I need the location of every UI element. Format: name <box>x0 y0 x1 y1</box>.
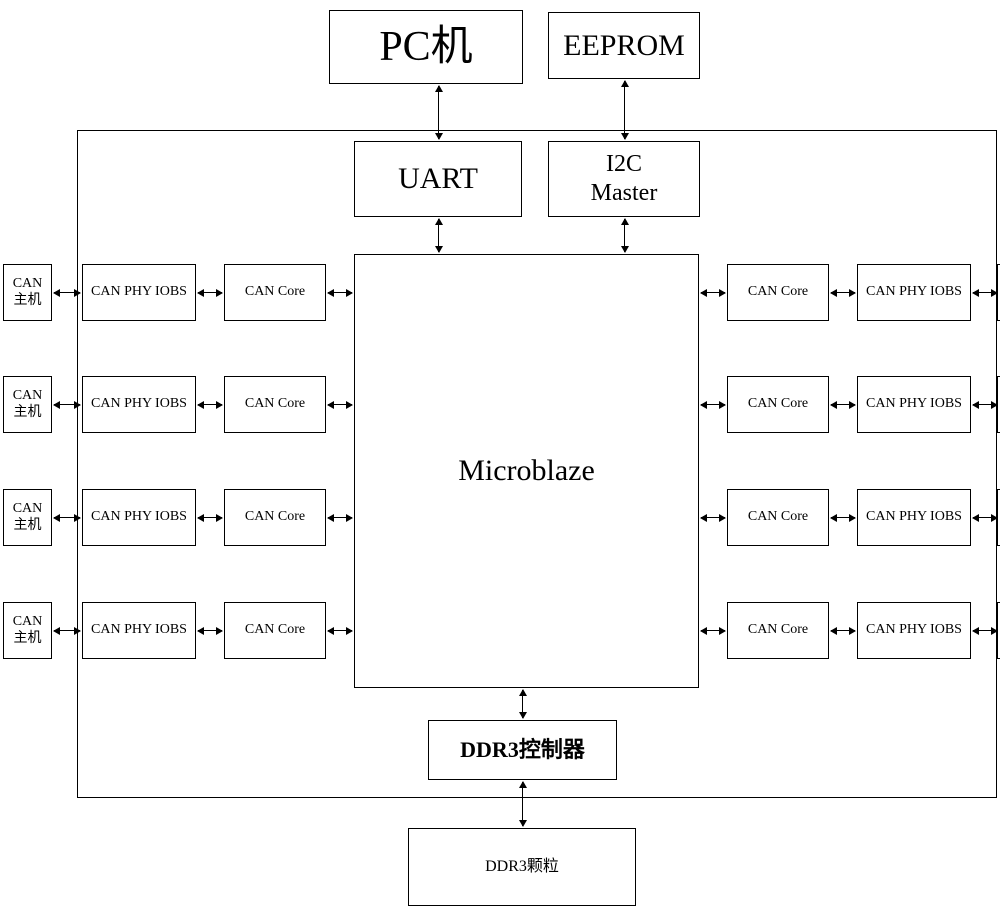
can-core-right-label: CAN Core <box>748 509 808 526</box>
ddr3-chip-label: DDR3颗粒 <box>485 857 559 876</box>
can-core-left-1: CAN Core <box>224 264 326 321</box>
arrow-l1-c <box>328 292 352 293</box>
can-phy-left-label: CAN PHY IOBS <box>91 509 187 526</box>
microblaze-label: Microblaze <box>458 453 595 489</box>
arrow-l2-b <box>198 404 222 405</box>
arrow-l3-a <box>54 517 80 518</box>
can-core-right-2: CAN Core <box>727 376 829 433</box>
can-phy-right-3: CAN PHY IOBS <box>857 489 971 546</box>
can-phy-right-1: CAN PHY IOBS <box>857 264 971 321</box>
ddr3-controller-label: DDR3控制器 <box>460 737 585 763</box>
can-phy-left-3: CAN PHY IOBS <box>82 489 196 546</box>
can-phy-left-2: CAN PHY IOBS <box>82 376 196 433</box>
uart-box: UART <box>354 141 522 217</box>
arrow-l1-a <box>54 292 80 293</box>
can-core-left-3: CAN Core <box>224 489 326 546</box>
can-host-left-2: CAN 主机 <box>3 376 52 433</box>
arrow-r3-c <box>701 517 725 518</box>
ddr3-controller-box: DDR3控制器 <box>428 720 617 780</box>
can-core-right-label: CAN Core <box>748 284 808 301</box>
can-host-left-label: CAN 主机 <box>13 388 43 422</box>
arrow-r4-b <box>831 630 855 631</box>
uart-label: UART <box>398 161 478 197</box>
can-core-left-4: CAN Core <box>224 602 326 659</box>
can-host-left-label: CAN 主机 <box>13 276 43 310</box>
can-host-left-1: CAN 主机 <box>3 264 52 321</box>
arrow-r1-b <box>831 292 855 293</box>
can-phy-right-2: CAN PHY IOBS <box>857 376 971 433</box>
can-phy-left-4: CAN PHY IOBS <box>82 602 196 659</box>
arrow-r1-a <box>973 292 997 293</box>
can-core-right-4: CAN Core <box>727 602 829 659</box>
arrow-l2-c <box>328 404 352 405</box>
can-core-right-1: CAN Core <box>727 264 829 321</box>
arrow-l4-b <box>198 630 222 631</box>
arrow-r2-a <box>973 404 997 405</box>
can-phy-right-label: CAN PHY IOBS <box>866 284 962 301</box>
can-core-left-label: CAN Core <box>245 284 305 301</box>
arrow-l2-a <box>54 404 80 405</box>
can-host-left-label: CAN 主机 <box>13 501 43 535</box>
arrow-eeprom-i2c <box>624 81 625 139</box>
can-phy-left-label: CAN PHY IOBS <box>91 396 187 413</box>
can-phy-left-1: CAN PHY IOBS <box>82 264 196 321</box>
can-core-left-label: CAN Core <box>245 622 305 639</box>
arrow-l4-c <box>328 630 352 631</box>
can-phy-left-label: CAN PHY IOBS <box>91 622 187 639</box>
arrow-l3-b <box>198 517 222 518</box>
arrow-pc-uart <box>438 86 439 139</box>
arrow-mb-ddr3ctrl <box>522 690 523 718</box>
can-core-left-label: CAN Core <box>245 509 305 526</box>
arrow-uart-mb <box>438 219 439 252</box>
can-phy-right-label: CAN PHY IOBS <box>866 622 962 639</box>
i2c-master-label: I2C Master <box>591 150 658 208</box>
eeprom-label: EEPROM <box>563 28 685 64</box>
arrow-i2c-mb <box>624 219 625 252</box>
ddr3-chip-box: DDR3颗粒 <box>408 828 636 906</box>
arrow-r2-c <box>701 404 725 405</box>
arrow-r2-b <box>831 404 855 405</box>
eeprom-box: EEPROM <box>548 12 700 79</box>
arrow-l1-b <box>198 292 222 293</box>
can-core-right-3: CAN Core <box>727 489 829 546</box>
arrow-r4-a <box>973 630 997 631</box>
pc-host-box: PC机 <box>329 10 523 84</box>
pc-host-label: PC机 <box>379 22 472 72</box>
can-phy-right-4: CAN PHY IOBS <box>857 602 971 659</box>
can-core-left-label: CAN Core <box>245 396 305 413</box>
arrow-ddr3ctrl-chip <box>522 782 523 826</box>
can-core-right-label: CAN Core <box>748 622 808 639</box>
can-host-left-3: CAN 主机 <box>3 489 52 546</box>
can-core-right-label: CAN Core <box>748 396 808 413</box>
can-phy-left-label: CAN PHY IOBS <box>91 284 187 301</box>
can-phy-right-label: CAN PHY IOBS <box>866 509 962 526</box>
arrow-l3-c <box>328 517 352 518</box>
arrow-r3-a <box>973 517 997 518</box>
arrow-r4-c <box>701 630 725 631</box>
arrow-l4-a <box>54 630 80 631</box>
can-core-left-2: CAN Core <box>224 376 326 433</box>
arrow-r3-b <box>831 517 855 518</box>
arrow-r1-c <box>701 292 725 293</box>
microblaze-box: Microblaze <box>354 254 699 688</box>
i2c-master-box: I2C Master <box>548 141 700 217</box>
can-host-left-4: CAN 主机 <box>3 602 52 659</box>
can-phy-right-label: CAN PHY IOBS <box>866 396 962 413</box>
can-host-left-label: CAN 主机 <box>13 614 43 648</box>
